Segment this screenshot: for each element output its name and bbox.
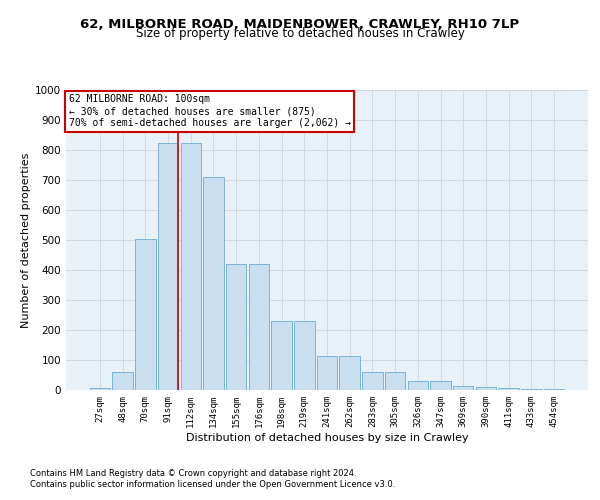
- Bar: [248, 264, 269, 390]
- Bar: [271, 321, 292, 390]
- Text: Contains public sector information licensed under the Open Government Licence v3: Contains public sector information licen…: [30, 480, 395, 489]
- Bar: [385, 372, 406, 390]
- Bar: [407, 381, 428, 390]
- Bar: [499, 388, 519, 390]
- Bar: [362, 372, 383, 390]
- Bar: [158, 142, 178, 390]
- Text: 62 MILBORNE ROAD: 100sqm
← 30% of detached houses are smaller (875)
70% of semi-: 62 MILBORNE ROAD: 100sqm ← 30% of detach…: [68, 94, 350, 128]
- Bar: [181, 142, 201, 390]
- Bar: [294, 321, 314, 390]
- Text: Size of property relative to detached houses in Crawley: Size of property relative to detached ho…: [136, 28, 464, 40]
- Bar: [476, 387, 496, 390]
- Bar: [453, 386, 473, 390]
- Bar: [226, 264, 247, 390]
- Bar: [112, 372, 133, 390]
- Bar: [135, 238, 155, 390]
- Bar: [340, 356, 360, 390]
- Text: Contains HM Land Registry data © Crown copyright and database right 2024.: Contains HM Land Registry data © Crown c…: [30, 468, 356, 477]
- Bar: [203, 177, 224, 390]
- X-axis label: Distribution of detached houses by size in Crawley: Distribution of detached houses by size …: [185, 432, 469, 442]
- Bar: [544, 389, 564, 390]
- Bar: [521, 388, 542, 390]
- Y-axis label: Number of detached properties: Number of detached properties: [21, 152, 31, 328]
- Bar: [90, 388, 110, 390]
- Text: 62, MILBORNE ROAD, MAIDENBOWER, CRAWLEY, RH10 7LP: 62, MILBORNE ROAD, MAIDENBOWER, CRAWLEY,…: [80, 18, 520, 30]
- Bar: [430, 381, 451, 390]
- Bar: [317, 356, 337, 390]
